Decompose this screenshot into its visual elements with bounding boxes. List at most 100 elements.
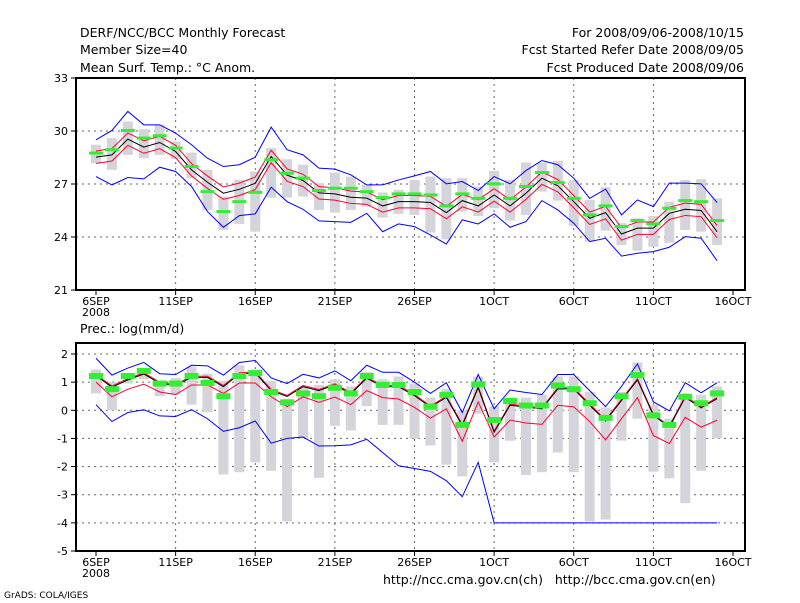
y-tick-label: -1 <box>57 432 68 445</box>
min-line <box>95 404 718 524</box>
x-tick-label: 1OCT <box>479 295 509 308</box>
observed-marker <box>311 393 326 400</box>
observed-marker <box>518 184 533 188</box>
plot-frame <box>75 342 746 552</box>
forecast-title: DERF/NCC/BCC Monthly Forecast <box>80 25 286 40</box>
y-tick-label: 1 <box>61 376 68 389</box>
observed-marker <box>311 189 326 193</box>
y-tick-label: 2 <box>61 348 68 361</box>
x-tick-label: 11OCT <box>635 295 672 308</box>
range-bar <box>345 386 356 431</box>
observed-marker <box>630 372 645 379</box>
x-tick-label: 6OCT <box>559 295 589 308</box>
range-bar <box>600 187 611 231</box>
spread-upper-line <box>95 132 718 229</box>
min-line <box>95 166 718 261</box>
x-tick-label: 6SEP <box>82 295 110 308</box>
y-tick-label: -2 <box>57 461 68 474</box>
observed-marker <box>471 381 486 388</box>
range-bar <box>218 380 229 475</box>
range-bar <box>536 162 547 192</box>
spread-lower-line <box>95 381 718 445</box>
observed-marker <box>280 171 295 175</box>
range-bar <box>361 372 372 407</box>
range-bar <box>266 380 277 471</box>
x-tick-label: 16OCT <box>714 556 751 569</box>
range-bar <box>616 391 627 441</box>
range-bar <box>138 129 149 159</box>
range-bar <box>154 124 165 155</box>
observed-marker <box>582 400 597 407</box>
observed-marker <box>89 151 103 155</box>
observed-marker <box>471 196 486 200</box>
x-tick-label: 6SEP <box>82 556 110 569</box>
observed-marker <box>120 128 135 132</box>
observed-marker <box>566 196 581 200</box>
range-bar <box>441 178 452 240</box>
observed-marker <box>359 190 374 194</box>
observed-marker <box>391 192 406 196</box>
y-tick-label: 24 <box>54 231 68 244</box>
x-tick-label: 16OCT <box>714 295 751 308</box>
observed-marker <box>710 219 725 223</box>
range-bar <box>313 384 324 478</box>
observed-marker <box>343 390 358 397</box>
range-bar <box>266 148 277 198</box>
temperature-chart: 21 24 27 30 33 6SEP 11SEP 16SEP 21SEP 26SEP 1OCT 6O… <box>54 72 752 319</box>
range-bar <box>298 386 309 439</box>
temp-chart-title: Mean Surf. Temp.: °C Anom. <box>80 60 256 75</box>
observed-marker <box>503 196 518 200</box>
y-tick-label: 33 <box>54 72 68 85</box>
observed-marker <box>678 393 693 400</box>
observed-marker <box>375 381 390 388</box>
range-bar <box>250 369 261 463</box>
observed-marker <box>487 182 502 186</box>
range-bar <box>170 141 181 160</box>
y-tick-label: 30 <box>54 125 68 138</box>
member-size: Member Size=40 <box>80 42 188 57</box>
range-bar <box>202 169 213 210</box>
x-tick-label: 26SEP <box>397 295 432 308</box>
range-bar <box>202 373 213 413</box>
observed-marker <box>232 372 247 379</box>
observed-marker <box>296 390 311 397</box>
observed-marker <box>327 384 342 391</box>
observed-marker <box>248 190 263 194</box>
x-tick-label: 11SEP <box>158 556 193 569</box>
observed-marker <box>662 421 677 428</box>
range-bar <box>664 201 675 243</box>
observed-marker <box>630 219 645 223</box>
observed-marker <box>598 204 613 208</box>
spread-upper-line <box>95 371 718 433</box>
observed-marker <box>407 388 422 395</box>
fcst-started-date: Fcst Started Refer Date 2008/09/05 <box>521 42 745 57</box>
range-bar <box>473 186 484 216</box>
observed-marker <box>359 372 374 379</box>
range-bar <box>648 404 659 472</box>
observed-marker <box>104 148 119 152</box>
x-tick-label: 16SEP <box>238 556 273 569</box>
range-bar <box>329 379 340 426</box>
range-bar <box>329 172 340 213</box>
observed-marker <box>439 391 454 398</box>
observed-marker <box>120 372 135 379</box>
y-tick-label: 27 <box>54 178 68 191</box>
observed-marker <box>550 181 565 185</box>
ensemble-mean-line <box>95 372 718 434</box>
range-bar <box>282 399 293 522</box>
fcst-produced-date: Fcst Produced Date 2008/09/06 <box>546 60 744 75</box>
range-bar <box>520 162 531 215</box>
range-bar <box>489 170 500 209</box>
observed-marker <box>598 414 613 421</box>
observed-marker <box>423 403 438 410</box>
observed-marker <box>391 381 406 388</box>
range-bar <box>696 394 707 471</box>
y-tick-label: -4 <box>57 517 68 530</box>
range-bar <box>122 121 133 155</box>
observed-marker <box>423 193 438 197</box>
max-line <box>95 357 718 414</box>
forecast-period: For 2008/09/06-2008/10/15 <box>571 25 744 40</box>
range-bar <box>282 159 293 198</box>
range-bar <box>425 397 436 446</box>
